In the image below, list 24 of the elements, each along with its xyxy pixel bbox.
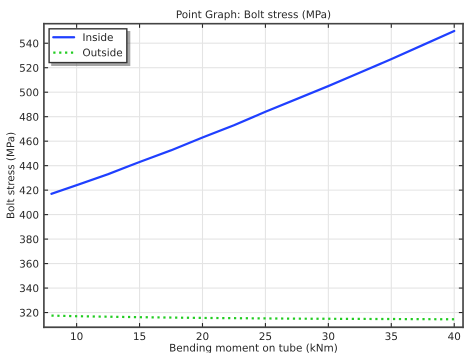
y-tick-label: 320 [20, 308, 38, 317]
y-tick-label: 360 [20, 260, 38, 268]
y-tick-label: 460 [20, 137, 38, 146]
y-tick-label: 520 [20, 64, 38, 72]
x-tick-label: 40 [448, 332, 460, 340]
legend-label: Inside [83, 33, 113, 42]
x-tick-label: 20 [196, 332, 208, 340]
x-tick-label: 30 [322, 332, 334, 340]
x-tick-label: 25 [260, 332, 272, 340]
y-tick-label: 380 [20, 235, 38, 244]
x-tick-label: 35 [385, 332, 398, 340]
y-tick-label: 420 [20, 186, 38, 194]
y-tick-label: 400 [20, 210, 38, 219]
y-tick-label: 340 [20, 284, 38, 292]
chart-title: Point Graph: Bolt stress (MPa) [176, 10, 330, 20]
y-tick-label: 440 [20, 162, 38, 170]
y-tick-label: 540 [20, 39, 38, 48]
y-tick-label: 480 [20, 112, 38, 121]
x-tick-label: 10 [71, 332, 83, 340]
x-tick-label: 15 [134, 332, 146, 340]
legend-label: Outside [83, 48, 122, 56]
y-axis-title: Bolt stress (MPa) [6, 132, 16, 218]
y-tick-label: 500 [20, 88, 38, 96]
line-series [50, 30, 456, 195]
